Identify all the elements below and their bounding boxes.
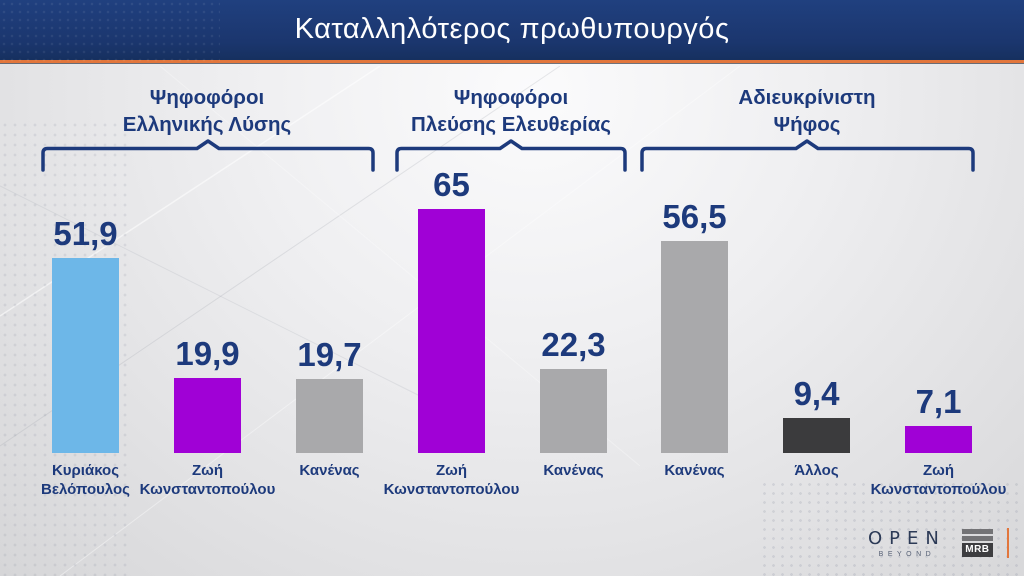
bar-category-label: Κυριάκος Βελόπουλος <box>41 462 130 498</box>
bar-Ζωή-Κωνσταντοπούλου <box>418 209 485 453</box>
bracket-group-2 <box>395 139 627 172</box>
bar-category-label: Κανένας <box>299 462 360 479</box>
bar-Άλλος <box>783 418 850 453</box>
bracket-group-3 <box>640 139 975 172</box>
bracket-group-1 <box>41 139 375 172</box>
bar-value-label: 56,5 <box>662 198 727 235</box>
group-title-line: Πλεύσης Ελευθερίας <box>411 113 611 136</box>
mrb-logo-bar <box>961 529 993 534</box>
bar-category-label: Ζωή Κωνσταντοπούλου <box>139 462 276 498</box>
bar-Κανένας <box>661 241 728 453</box>
bar-category-label: Άλλος <box>794 462 839 479</box>
bar-value-label: 65 <box>433 166 470 203</box>
footer-logos: OPEN BEYOND MRB <box>868 528 1009 558</box>
group-title-plefsi-eleftherias: Ψηφοφόροι Πλεύσης Ελευθερίας <box>361 84 661 138</box>
bar-category-label: Κανένας <box>664 462 725 479</box>
bar-category-label: Ζωή Κωνσταντοπούλου <box>383 462 520 498</box>
group-title-undecided-vote: Αδιευκρίνιστη Ψήφος <box>657 84 957 138</box>
bar-Κανένας <box>296 379 363 453</box>
bar-value-label: 22,3 <box>541 326 606 363</box>
group-brackets <box>41 139 975 172</box>
bar-category-label: Κανένας <box>543 462 604 479</box>
page-title: Καταλληλότερος πρωθυπουργός <box>294 12 730 45</box>
open-logo-subtext: BEYOND <box>878 551 936 558</box>
bar-value-label: 9,4 <box>793 375 840 412</box>
group-title-line: Ελληνικής Λύσης <box>122 113 292 136</box>
open-channel-logo: OPEN BEYOND <box>868 528 946 558</box>
footer-orange-divider <box>1006 528 1009 558</box>
group-title-line: Αδιευκρίνιστη <box>738 86 876 109</box>
bar-Κυριάκος-Βελόπουλος <box>52 258 119 453</box>
bar-value-label: 19,9 <box>175 335 240 372</box>
mrb-logo-bar <box>961 536 993 541</box>
group-title-greek-solution: Ψηφοφόροι Ελληνικής Λύσης <box>32 84 382 138</box>
bar-value-label: 19,7 <box>297 336 362 373</box>
mrb-logo: MRB <box>961 529 993 557</box>
bar-Ζωή-Κωνσταντοπούλου <box>174 378 241 453</box>
group-title-line: Ψήφος <box>773 113 841 136</box>
bar-Ζωή-Κωνσταντοπούλου <box>905 426 972 453</box>
open-logo-text: OPEN <box>868 528 946 549</box>
bar-value-label: 7,1 <box>915 383 962 420</box>
mrb-logo-text: MRB <box>961 543 993 557</box>
bar-Κανένας <box>540 369 607 453</box>
bar-category-label: Ζωή Κωνσταντοπούλου <box>870 462 1007 498</box>
bar-value-label: 51,9 <box>53 215 118 252</box>
group-title-line: Ψηφοφόροι <box>149 86 265 109</box>
group-title-line: Ψηφοφόροι <box>453 86 569 109</box>
